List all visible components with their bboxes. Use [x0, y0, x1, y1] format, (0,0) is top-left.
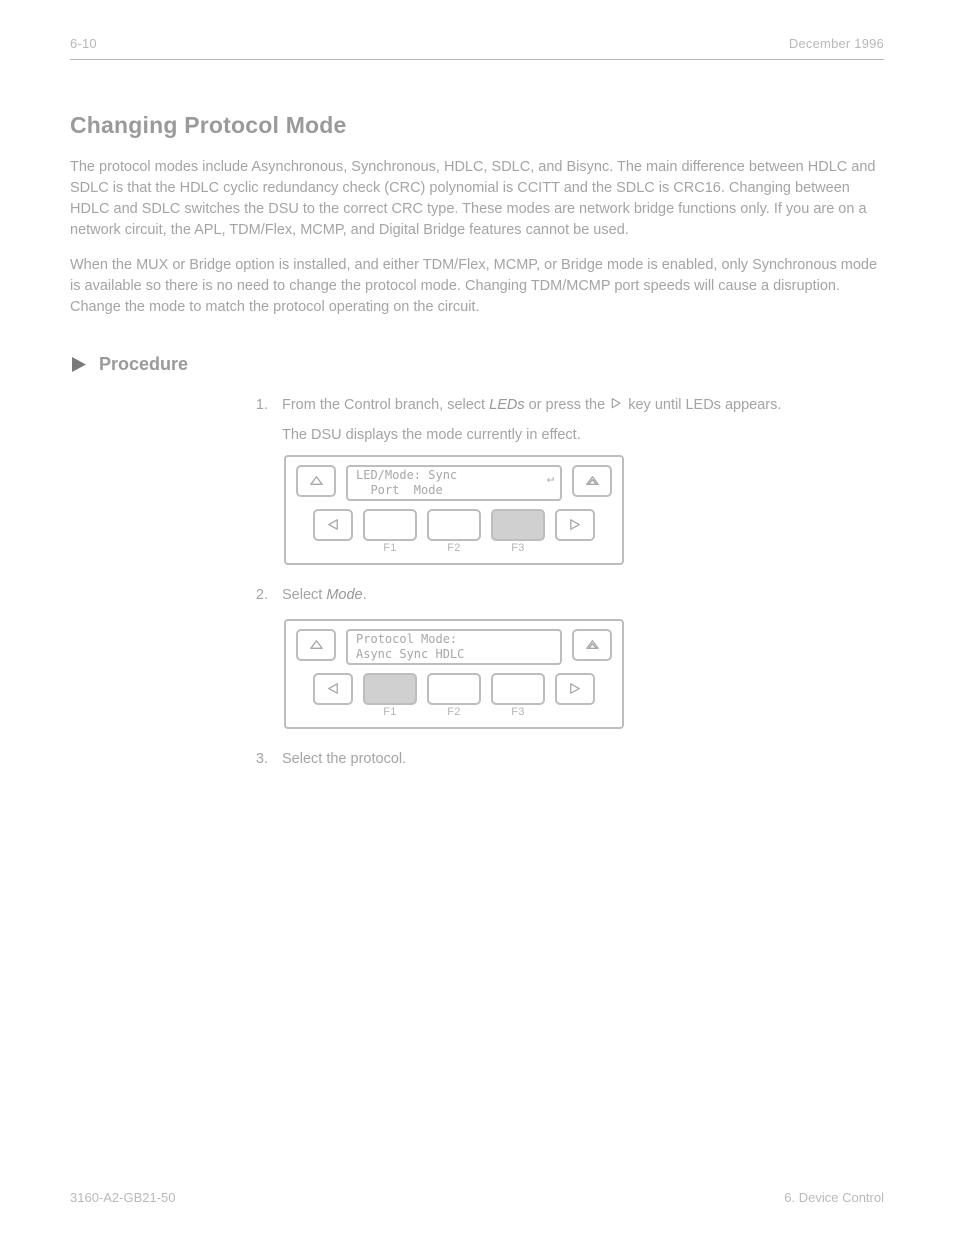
page-number-top: 6-10 — [70, 36, 97, 51]
up-open-icon — [308, 637, 324, 653]
right-small-icon — [567, 681, 583, 697]
step-number: 1. — [250, 395, 268, 417]
softkey-f1-button[interactable]: F1 — [363, 673, 417, 705]
left-open-icon — [325, 681, 341, 697]
body-paragraph: The protocol modes include Asynchronous,… — [70, 157, 884, 241]
softkey-label: F2 — [429, 706, 479, 718]
step-number: 2. — [250, 585, 268, 607]
lcd-display: Protocol Mode:Async Sync HDLC — [346, 629, 562, 665]
softkey-f1-button[interactable]: F1 — [363, 509, 417, 541]
enter-icon: ↵ — [547, 471, 554, 486]
nav-home-button[interactable] — [572, 465, 612, 497]
procedure-step: 2. Select Mode. — [250, 585, 884, 607]
nav-home-button[interactable] — [572, 629, 612, 661]
step-text: From the Control branch, select LEDs or … — [282, 395, 781, 417]
body-paragraph: When the MUX or Bridge option is install… — [70, 255, 884, 318]
procedure-heading: Procedure — [70, 354, 884, 375]
device-panel-figure: Protocol Mode:Async Sync HDLC F1 F2 F3 — [284, 619, 884, 729]
procedure-step: 3. Select the protocol. — [250, 749, 884, 771]
nav-left-button[interactable] — [313, 673, 353, 705]
softkey-label: F1 — [365, 542, 415, 554]
up-open-icon — [308, 473, 324, 489]
left-open-icon — [325, 517, 341, 533]
procedure-step: 1. From the Control branch, select LEDs … — [250, 395, 884, 417]
header-rule — [70, 59, 884, 60]
softkey-label: F3 — [493, 542, 543, 554]
device-panel-figure: LED/Mode: Sync Port Mode↵ F1 F2 F3 — [284, 455, 884, 565]
footer-doc-id: 3160-A2-GB21-50 — [70, 1190, 176, 1205]
home-icon — [584, 637, 600, 653]
section-title: Changing Protocol Mode — [70, 112, 884, 139]
softkey-f3-button[interactable]: F3 — [491, 509, 545, 541]
softkey-f2-button[interactable]: F2 — [427, 509, 481, 541]
softkey-f2-button[interactable]: F2 — [427, 673, 481, 705]
play-icon — [70, 356, 87, 373]
step-text: Select the protocol. — [282, 749, 406, 771]
step-text: Select Mode. — [282, 585, 367, 607]
softkey-label: F1 — [365, 706, 415, 718]
lcd-display: LED/Mode: Sync Port Mode↵ — [346, 465, 562, 501]
step-result: The DSU displays the mode currently in e… — [282, 427, 884, 443]
step-number: 3. — [250, 749, 268, 771]
nav-left-button[interactable] — [313, 509, 353, 541]
softkey-label: F2 — [429, 542, 479, 554]
page-date: December 1996 — [789, 36, 884, 51]
softkey-f3-button[interactable]: F3 — [491, 673, 545, 705]
nav-right-button[interactable] — [555, 509, 595, 541]
nav-up-button[interactable] — [296, 465, 336, 497]
home-icon — [584, 473, 600, 489]
nav-right-button[interactable] — [555, 673, 595, 705]
right-open-icon — [610, 397, 623, 410]
right-small-icon — [567, 517, 583, 533]
nav-up-button[interactable] — [296, 629, 336, 661]
softkey-label: F3 — [493, 706, 543, 718]
footer-chapter: 6. Device Control — [784, 1190, 884, 1205]
